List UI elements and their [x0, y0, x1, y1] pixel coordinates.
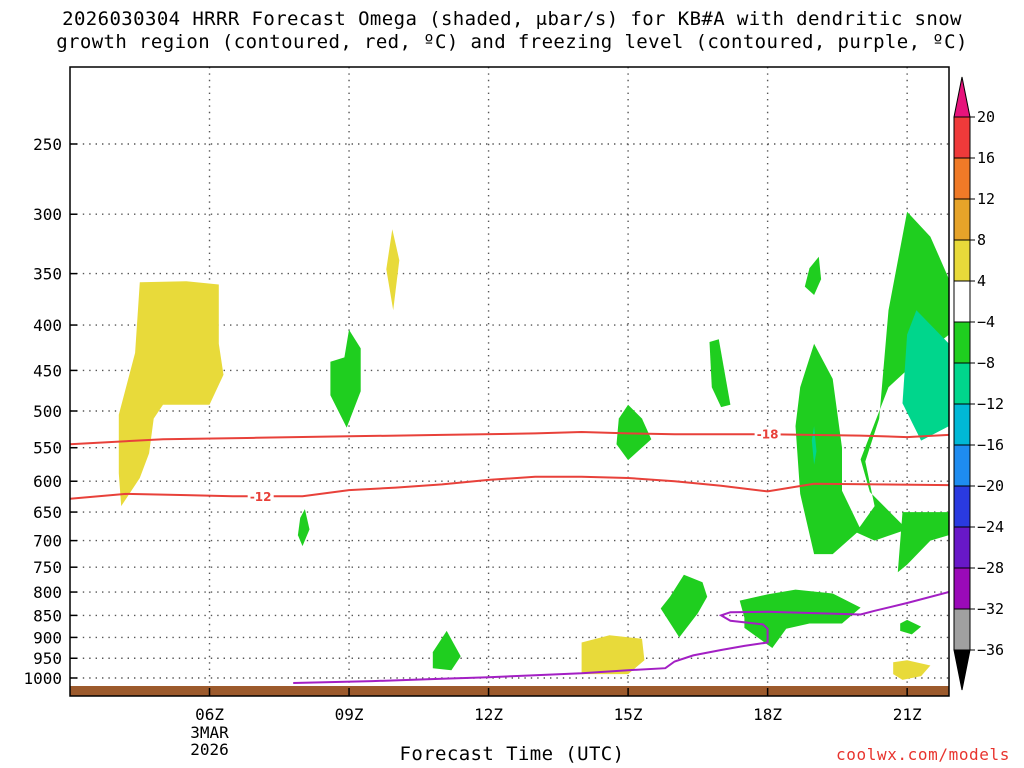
colorbar: 20 16 12 8 4 −4 −8 −12 −16 −20 −24 −28 −32 −36 — [953, 76, 1004, 691]
chart-title-line-2: growth region (contoured, red, ºC) and f… — [56, 31, 968, 53]
shaded-omega-layer — [118, 211, 949, 680]
omega-region-10 — [709, 339, 731, 408]
colorbar-label: −16 — [977, 436, 1004, 454]
terrain-ground-strip — [70, 686, 949, 696]
y-tick-label-350: 350 — [33, 265, 62, 284]
contour-label: -18 — [757, 428, 779, 442]
omega-region-11 — [739, 589, 861, 648]
omega-region-12 — [804, 256, 822, 295]
site-credit[interactable]: coolwx.com/models — [836, 745, 1010, 764]
x-axis-label: Forecast Time (UTC) — [399, 743, 625, 765]
omega-region-8 — [616, 404, 652, 461]
omega-region-6 — [330, 329, 361, 428]
x-tick-label-06Z: 06Z — [195, 705, 224, 724]
y-tick-label-850: 850 — [33, 606, 62, 625]
y-tick-label-300: 300 — [33, 205, 62, 224]
colorbar-label: −12 — [977, 395, 1004, 413]
colorbar-label: −20 — [977, 477, 1004, 495]
y-tick-label-800: 800 — [33, 583, 62, 602]
omega-region-4 — [893, 660, 931, 680]
omega-region-14 — [897, 512, 949, 573]
y-tick-label-500: 500 — [33, 402, 62, 421]
plot-frame — [69, 66, 950, 697]
omega-region-1 — [118, 281, 224, 507]
x-tick-label-18Z: 18Z — [753, 705, 782, 724]
omega-region-9 — [660, 574, 708, 638]
x-tick-label-15Z: 15Z — [614, 705, 643, 724]
contour-label-bg — [754, 427, 781, 442]
contour-line-dgz-18 — [70, 430, 949, 446]
y-tick-label-950: 950 — [33, 649, 62, 668]
y-tick-label-750: 750 — [33, 558, 62, 577]
colorbar-box — [953, 526, 971, 569]
y-tick-label-700: 700 — [33, 532, 62, 551]
omega-region-7 — [432, 630, 461, 671]
x-tick-label-12Z: 12Z — [474, 705, 503, 724]
colorbar-box — [953, 116, 971, 159]
y-tick-label-250: 250 — [33, 135, 62, 154]
contour-line-freezing-level — [293, 591, 949, 684]
colorbar-bottom-arrow — [953, 649, 971, 691]
contour-label: -12 — [250, 490, 272, 504]
colorbar-label: 12 — [977, 190, 995, 208]
x-tick-sublabel: 2026 — [190, 740, 229, 759]
omega-region-2 — [386, 229, 400, 311]
y-tick-label-550: 550 — [33, 439, 62, 458]
y-tick-label-600: 600 — [33, 472, 62, 491]
y-tick-label-450: 450 — [33, 361, 62, 380]
colorbar-box — [953, 485, 971, 528]
contour-layer: -18 -12 — [70, 427, 949, 684]
colorbar-label: 8 — [977, 231, 986, 249]
colorbar-label: −28 — [977, 559, 1004, 577]
colorbar-label: 20 — [977, 108, 995, 126]
colorbar-box — [953, 239, 971, 282]
colorbar-box — [953, 157, 971, 200]
colorbar-box — [953, 403, 971, 446]
y-tick-label-1000: 1000 — [23, 669, 62, 688]
colorbar-label: −8 — [977, 354, 995, 372]
colorbar-label: 16 — [977, 149, 995, 167]
colorbar-label: −4 — [977, 313, 995, 331]
contour-label-bg — [247, 489, 274, 504]
colorbar-box — [953, 444, 971, 487]
x-tick-label-09Z: 09Z — [335, 705, 364, 724]
omega-region-16 — [902, 310, 949, 441]
colorbar-box — [953, 198, 971, 241]
omega-region-5 — [297, 509, 310, 547]
chart-title-line-1: 2026030304 HRRR Forecast Omega (shaded, … — [62, 8, 962, 30]
colorbar-label: −36 — [977, 641, 1004, 659]
colorbar-box — [953, 280, 971, 323]
x-tick-sublabel: 3MAR — [190, 723, 229, 742]
colorbar-label: −32 — [977, 600, 1004, 618]
axis-layer: 250 300 350 400 450 500 550 600 650 700 750 800 850 9… — [23, 135, 921, 759]
x-tick-label-21Z: 21Z — [893, 705, 922, 724]
omega-region-3 — [581, 635, 645, 675]
colorbar-box — [953, 321, 971, 364]
omega-region-18 — [900, 619, 922, 635]
contour-line-dgz-12 — [70, 475, 949, 500]
y-tick-label-400: 400 — [33, 316, 62, 335]
y-tick-label-650: 650 — [33, 503, 62, 522]
y-tick-label-900: 900 — [33, 628, 62, 647]
colorbar-box — [953, 567, 971, 610]
colorbar-box — [953, 362, 971, 405]
colorbar-top-arrow — [953, 76, 971, 118]
omega-region-15 — [856, 211, 949, 541]
colorbar-label: −24 — [977, 518, 1004, 536]
omega-region-13 — [795, 343, 861, 555]
colorbar-label: 4 — [977, 272, 986, 290]
colorbar-box — [953, 608, 971, 651]
